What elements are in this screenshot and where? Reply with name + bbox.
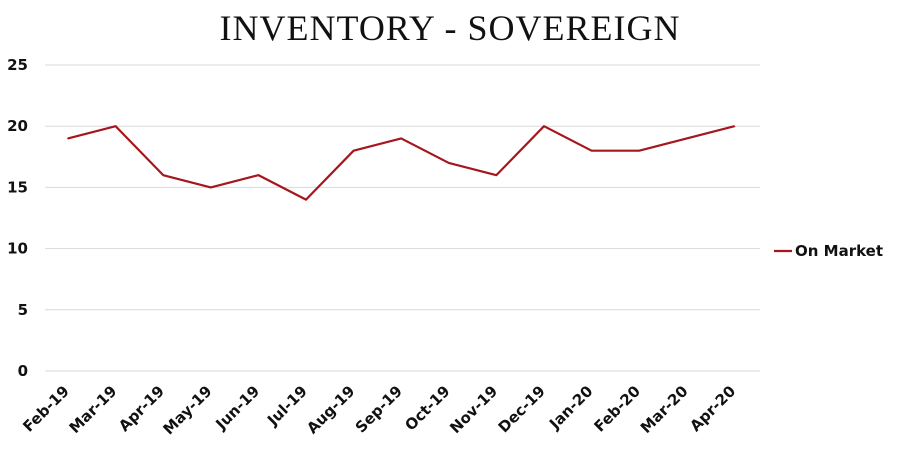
data-point — [305, 198, 307, 201]
data-point — [257, 174, 260, 176]
data-point — [114, 125, 117, 127]
legend: On Market — [774, 242, 883, 260]
x-tick-label: May-19 — [159, 382, 215, 438]
data-point — [400, 137, 403, 140]
x-tick-label: Mar-20 — [637, 382, 692, 437]
x-tick-label: Dec-19 — [495, 382, 549, 436]
x-tick-label: Aug-19 — [303, 382, 358, 437]
y-tick-label: 15 — [7, 178, 28, 196]
y-tick-label: 5 — [18, 301, 28, 319]
y-tick-label: 0 — [18, 362, 28, 380]
x-tick-label: Feb-19 — [19, 382, 72, 435]
gridlines — [45, 64, 760, 372]
data-point — [733, 125, 736, 127]
y-axis: 0 5 10 15 20 25 — [7, 56, 28, 380]
data-point — [543, 125, 545, 127]
x-tick-label: Jul-19 — [263, 382, 311, 430]
x-tick-label: Mar-19 — [66, 382, 121, 437]
data-point — [352, 149, 355, 152]
x-tick-label: Jan-20 — [545, 382, 596, 433]
x-tick-label: Jun-19 — [212, 382, 264, 434]
series-line — [67, 125, 735, 201]
x-tick-label: Apr-20 — [686, 382, 739, 435]
legend-label: On Market — [795, 242, 883, 260]
x-tick-label: Sep-19 — [352, 382, 406, 436]
data-point — [590, 149, 593, 152]
x-tick-label: Nov-19 — [446, 382, 501, 437]
data-point — [162, 174, 164, 176]
data-point — [67, 137, 69, 140]
data-point — [495, 174, 498, 176]
data-point — [210, 186, 212, 189]
chart-title: INVENTORY - SOVEREIGN — [220, 8, 681, 48]
data-point — [686, 137, 688, 140]
series-layer — [67, 125, 736, 201]
data-point — [638, 149, 640, 152]
y-tick-label: 10 — [7, 240, 28, 258]
y-tick-label: 25 — [7, 56, 28, 74]
x-tick-label: Feb-20 — [591, 382, 644, 435]
y-tick-label: 20 — [7, 117, 28, 135]
x-tick-label: Oct-19 — [401, 382, 453, 434]
data-point — [448, 162, 450, 164]
